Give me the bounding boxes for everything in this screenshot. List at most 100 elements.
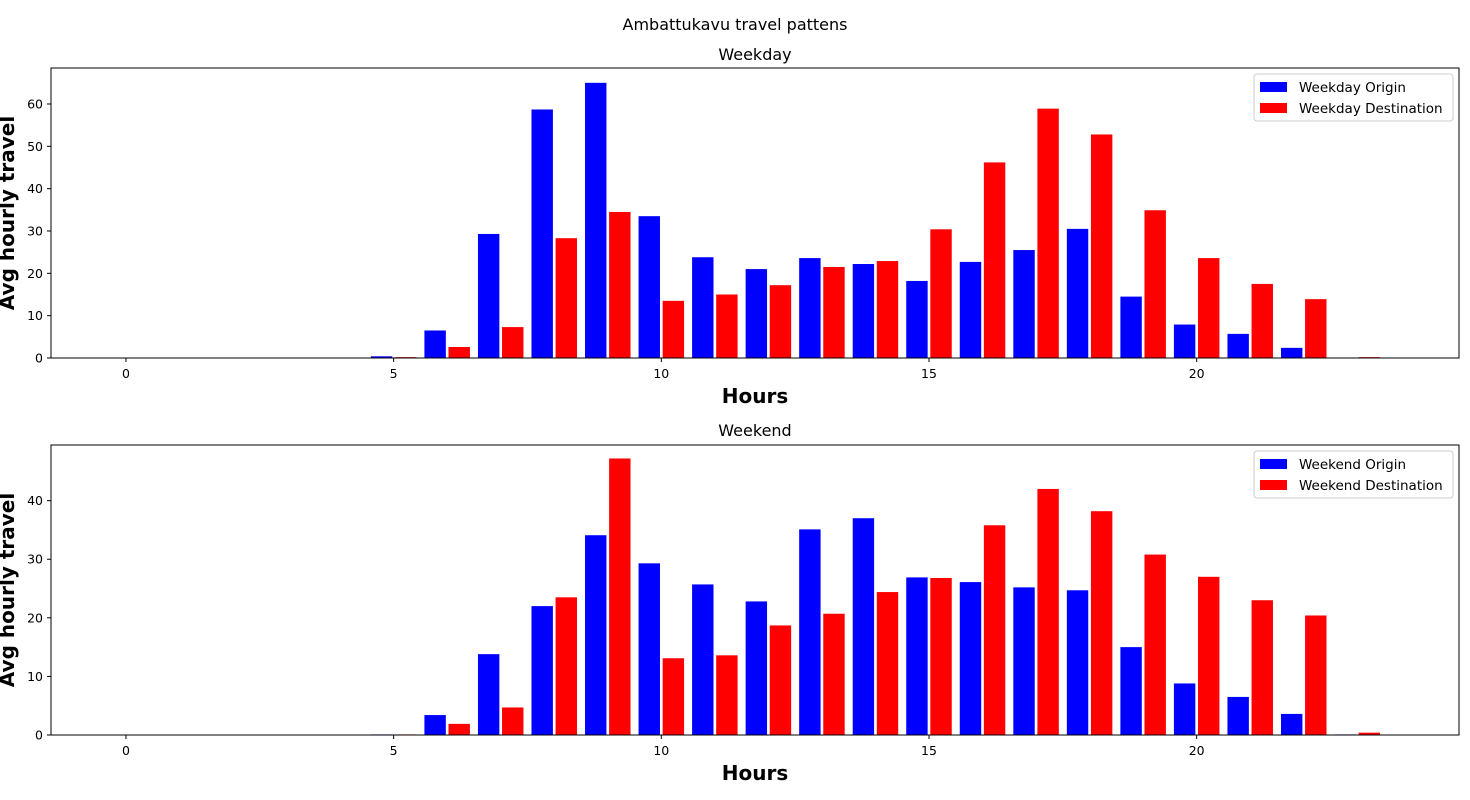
weekend-origin-legend-label: Weekend Origin: [1299, 457, 1406, 473]
weekday-x-tick-label: 15: [921, 366, 937, 381]
weekday-origin-bar: [1120, 296, 1142, 358]
weekend-origin-bar: [1173, 683, 1196, 735]
weekend-destination-bar: [1305, 615, 1327, 735]
weekday-origin-bar: [1066, 228, 1089, 358]
weekday-origin-bar: [1227, 333, 1249, 358]
weekend-destination-legend-swatch: [1260, 480, 1287, 490]
weekend-origin-bar: [585, 535, 607, 735]
weekend-destination-bar: [448, 723, 470, 735]
weekend-destination-bar: [716, 655, 738, 735]
weekend-origin-bar: [1120, 647, 1142, 735]
weekend-destination-bar: [1251, 600, 1273, 735]
weekday-origin-bar: [370, 356, 393, 358]
weekend-destination-bar: [1090, 511, 1113, 735]
weekday-origin-bar: [638, 216, 660, 358]
weekday-origin-bar: [531, 109, 553, 359]
weekend-origin-bar: [959, 582, 982, 735]
weekday-y-tick-label: 0: [35, 351, 43, 366]
weekday-y-axis-label: Avg hourly travel: [0, 116, 19, 310]
weekday-destination-legend-label: Weekday Destination: [1299, 101, 1443, 117]
weekday-x-axis-label: Hours: [722, 384, 788, 408]
weekday-destination-bar: [876, 261, 899, 358]
weekday-destination-bar: [1090, 134, 1113, 358]
weekday-origin-bar: [1013, 250, 1035, 358]
weekday-origin-bar: [906, 280, 928, 358]
weekday-y-tick-label: 40: [27, 181, 43, 196]
weekday-title: Weekday: [718, 45, 791, 64]
weekend-x-axis-label: Hours: [722, 761, 788, 785]
weekend-origin-bar: [1227, 696, 1249, 735]
weekday-y-tick-label: 50: [27, 139, 43, 154]
weekday-destination-bar: [983, 162, 1006, 358]
weekend-origin-bar: [1066, 590, 1089, 735]
weekend-origin-bar: [424, 715, 446, 735]
weekend-destination-bar: [555, 597, 577, 735]
weekday-destination-bar: [716, 294, 738, 358]
weekday-origin-bar: [1280, 347, 1303, 358]
weekday-x-tick-label: 10: [653, 366, 669, 381]
weekend-destination-bar: [769, 625, 792, 735]
weekend-y-tick-label: 30: [27, 552, 43, 567]
weekday-legend: Weekday Origin Weekday Destination: [1253, 73, 1454, 122]
weekday-y-tick-label: 10: [27, 308, 43, 323]
weekday-destination-legend-swatch: [1260, 103, 1287, 113]
weekday-panel: Weekday 0 5 10 15 20 0 10 20 30 40 50 60 Hours Avg hou…: [0, 45, 1460, 408]
weekday-axes-frame: [50, 67, 1460, 359]
weekday-origin-bar: [959, 261, 982, 358]
weekday-x-tick-label: 20: [1189, 366, 1205, 381]
weekend-origin-bar: [799, 529, 821, 735]
weekend-origin-bar: [692, 584, 714, 735]
weekend-y-tick-label: 10: [27, 669, 43, 684]
weekday-destination-bar: [823, 266, 845, 358]
weekend-x-tick-label: 15: [921, 743, 937, 758]
weekday-destination-bar: [662, 300, 685, 358]
weekday-x-tick-label: 5: [390, 366, 398, 381]
weekday-destination-bar: [555, 238, 577, 358]
weekend-origin-legend-swatch: [1260, 459, 1287, 469]
weekday-destination-bar: [1251, 283, 1273, 358]
weekend-destination-bar: [823, 613, 845, 735]
weekend-destination-bar: [502, 707, 524, 735]
weekday-destination-bar: [930, 229, 952, 358]
weekday-origin-bar: [852, 264, 875, 358]
weekday-y-tick-label: 20: [27, 266, 43, 281]
weekday-destination-bar: [769, 285, 792, 358]
weekend-destination-legend-label: Weekend Destination: [1299, 478, 1443, 494]
weekend-origin-bar: [852, 518, 875, 735]
weekend-origin-bar: [1013, 587, 1035, 735]
weekday-origin-bar: [585, 82, 607, 359]
weekday-origin-bar: [477, 233, 500, 358]
weekend-y-axis-label: Avg hourly travel: [0, 493, 19, 687]
weekend-origin-bar: [745, 601, 768, 735]
weekend-origin-bar: [477, 654, 500, 735]
weekend-y-tick-label: 40: [27, 493, 43, 508]
weekend-y-tick-label: 20: [27, 610, 43, 625]
weekday-legend-box: [1253, 73, 1454, 122]
weekend-x-tick-label: 0: [122, 743, 130, 758]
weekend-origin-bar: [906, 577, 928, 735]
weekend-legend-box: [1253, 450, 1454, 499]
weekend-destination-bar: [1037, 488, 1059, 735]
weekday-origin-bar: [745, 269, 768, 358]
weekday-y-tick-label: 30: [27, 223, 43, 238]
weekday-destination-bar: [448, 346, 470, 358]
weekday-destination-bar: [502, 327, 524, 358]
weekday-x-tick-label: 0: [122, 366, 130, 381]
weekend-origin-bar: [638, 563, 660, 735]
weekend-destination-bar: [1358, 732, 1381, 735]
weekend-destination-bar: [1198, 576, 1220, 735]
weekday-origin-bar: [424, 330, 446, 358]
weekday-origin-bar: [692, 257, 714, 358]
weekend-origin-bar: [531, 606, 553, 735]
weekday-origin-bar: [1173, 324, 1196, 358]
weekday-destination-bar: [1305, 299, 1327, 358]
weekend-origin-bar: [1280, 713, 1303, 735]
weekday-destination-bar: [1037, 108, 1059, 358]
weekend-destination-bar: [1144, 554, 1166, 735]
weekend-y-tick-label: 0: [35, 728, 43, 743]
weekend-destination-bar: [930, 577, 952, 735]
weekend-x-tick-label: 5: [390, 743, 398, 758]
weekend-title: Weekend: [718, 421, 791, 440]
weekday-destination-bar: [1144, 210, 1166, 358]
